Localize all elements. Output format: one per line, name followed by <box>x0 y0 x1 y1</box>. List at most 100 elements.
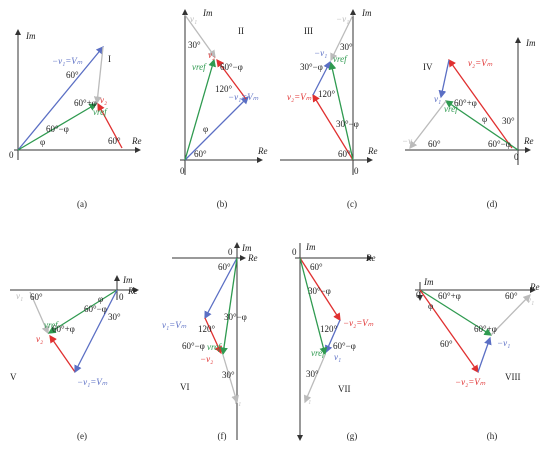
diagram-label: 120° <box>198 324 216 334</box>
phasor <box>328 61 354 161</box>
diagram-label: 30°−φ <box>224 312 247 322</box>
diagram-label: v₂ <box>208 50 215 60</box>
phasor <box>17 103 98 151</box>
diagram-label: Im <box>202 8 213 18</box>
diagram-label: −v₁ <box>497 338 510 348</box>
diagram-label: 60° <box>428 139 441 149</box>
phasor <box>330 14 354 62</box>
diagram-label: 30°−φ <box>336 119 359 129</box>
subfigure-label: (f) <box>218 431 227 441</box>
diagram-label: vref <box>207 342 222 352</box>
diagram-label: 60°+φ <box>454 98 477 108</box>
diagram-label: vref <box>44 320 59 330</box>
diagram-label: v₁ <box>304 394 311 404</box>
diagram-label: 60°+φ <box>438 291 461 301</box>
subfigure-label: (b) <box>217 199 228 209</box>
diagram-label: Re <box>127 286 138 296</box>
diagram-label: Re <box>365 253 376 263</box>
diagram-label: 30° <box>222 370 235 380</box>
diagram-label: Im <box>361 8 372 18</box>
diagram-label: 60°−φ <box>220 62 243 72</box>
diagram-label: 30° <box>306 369 319 379</box>
diagram-label: 0 <box>354 166 359 176</box>
diagram-label: v₂ <box>100 95 107 105</box>
diagram-label: v₁ <box>16 291 23 301</box>
phasor <box>97 102 123 149</box>
phasor <box>419 289 493 336</box>
diagram-label: v₁ <box>434 94 441 104</box>
diagram-label: Re <box>247 253 258 263</box>
phasor <box>74 289 118 374</box>
diagram-label: 60° <box>30 292 43 302</box>
axis-label: Im <box>423 277 434 287</box>
diagram-label: 60° <box>218 262 231 272</box>
diagram-label: φ <box>482 114 487 124</box>
region-label: III <box>304 26 313 36</box>
diagram-label: 30°−φ <box>308 286 331 296</box>
diagram-label: 60° <box>66 70 79 80</box>
diagram-label: 60° <box>505 291 518 301</box>
diagram-label: −v₁=Vₘ <box>77 377 108 387</box>
diagram-label: v₁ <box>190 14 197 24</box>
phasor <box>49 334 76 373</box>
diagram-label: 60°−φ <box>84 304 107 314</box>
diagram-label: 60° <box>108 136 121 146</box>
diagram-label: 60°−φ <box>333 341 356 351</box>
region-label: V <box>10 372 17 382</box>
diagram-label: Im <box>122 275 133 285</box>
diagram-label: −v₂=Vₘ <box>455 377 486 387</box>
phasor <box>448 58 513 149</box>
diagram-label: v₂ <box>36 334 43 344</box>
phasor <box>444 100 519 151</box>
subfigure-label: (a) <box>77 199 87 209</box>
diagram-label: −v₁ <box>336 14 349 24</box>
phasor <box>17 45 104 151</box>
diagram-label: −v₁=Vₘ <box>52 56 83 66</box>
phasor <box>299 257 341 322</box>
diagram-label: v₂=Vₘ <box>468 58 493 68</box>
diagram-label: Im <box>305 242 316 252</box>
phasor <box>204 317 222 355</box>
region-label: IV <box>423 62 433 72</box>
phasor <box>312 93 354 161</box>
diagram-label: −v₁ <box>402 136 415 146</box>
diagram-label: 60°+φ <box>74 98 97 108</box>
diagram-label: φ <box>98 294 103 304</box>
phasor <box>325 319 341 354</box>
diagram-label: 0 <box>9 150 14 160</box>
diagram-label: 120° <box>320 324 338 334</box>
diagram-label: Im <box>25 31 36 41</box>
diagram-label: 60°−φ <box>488 139 511 149</box>
diagram-label: 30° <box>502 116 515 126</box>
phasor <box>222 354 239 404</box>
phasor <box>312 60 331 96</box>
diagram-label: v₁ <box>334 352 341 362</box>
diagram-label: 60° <box>440 339 453 349</box>
phasor <box>47 289 118 334</box>
diagram-label: 60° <box>194 149 207 159</box>
phasor <box>29 291 49 335</box>
subfigure-label: (h) <box>487 431 498 441</box>
diagram-label: v₁=Vₘ <box>162 320 187 330</box>
diagram-label: 60° <box>310 262 323 272</box>
region-label: II <box>238 26 244 36</box>
subfigure-label: (e) <box>77 431 87 441</box>
diagram-label: v₁ <box>527 295 534 305</box>
diagram-label: Im <box>525 38 536 48</box>
diagram-label: 60°+φ <box>52 324 75 334</box>
diagram-label: 60°+φ <box>474 324 497 334</box>
phasor <box>303 354 326 404</box>
subfigure-label: (g) <box>347 431 358 441</box>
diagram-label: 30° <box>108 312 121 322</box>
diagram-label: 120° <box>318 89 336 99</box>
diagram-label: Im <box>241 243 252 253</box>
diagram-label: −v₁=Vₘ <box>228 92 259 102</box>
diagram-label: 30°−φ <box>300 62 323 72</box>
diagram-label: Re <box>523 136 534 146</box>
diagram-label: Re <box>131 136 142 146</box>
phasor <box>299 257 328 356</box>
diagram-label: 0 <box>119 292 124 302</box>
diagram-label: 120° <box>215 84 233 94</box>
diagram-label: 60°−φ <box>46 124 69 134</box>
diagram-label: v₂=Vₘ <box>287 92 312 102</box>
